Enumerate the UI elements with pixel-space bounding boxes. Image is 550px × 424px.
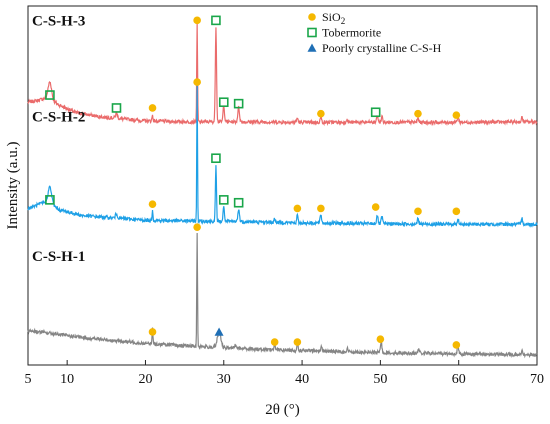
peak-markers — [45, 15, 461, 349]
tobermorite-marker — [111, 103, 122, 113]
tobermorite-marker — [45, 195, 55, 205]
series-lines — [27, 22, 538, 359]
series-label-3: C-S-H-1 — [32, 249, 85, 265]
legend-marker-triangle — [307, 43, 317, 52]
legend-marker-square — [307, 27, 317, 38]
sio2-marker — [148, 328, 157, 336]
legend-label-subscript: 2 — [341, 16, 346, 26]
tobermorite-marker — [218, 97, 229, 108]
tobermorite-marker — [218, 195, 229, 205]
sio2-marker — [193, 16, 201, 25]
tobermorite-marker — [370, 107, 381, 118]
tobermorite-marker — [211, 15, 221, 26]
x-tick-label: 30 — [217, 372, 231, 387]
sio2-marker — [414, 207, 422, 216]
sio2-marker — [270, 338, 279, 346]
sio2-marker — [414, 109, 422, 118]
tobermorite-marker — [233, 197, 244, 208]
sio2-marker — [371, 203, 380, 211]
csh-marker — [214, 327, 224, 336]
tobermorite-marker — [233, 98, 244, 109]
x-tick-label: 40 — [295, 372, 309, 387]
series-line-1 — [27, 22, 538, 127]
x-tick-label: 60 — [452, 372, 466, 387]
x-tick-label: 20 — [138, 372, 152, 387]
legend-marker-circle — [308, 13, 316, 21]
x-axis-title: 2θ (°) — [265, 402, 299, 418]
sio2-marker — [317, 109, 325, 118]
series-line-3 — [27, 232, 538, 359]
series-label-1: C-S-H-3 — [32, 13, 85, 29]
series-line-2 — [27, 84, 538, 229]
x-tick-label: 10 — [60, 372, 74, 387]
x-tick-label: 70 — [530, 372, 544, 387]
sio2-marker — [293, 204, 302, 213]
x-tick-label: 5 — [25, 372, 32, 387]
y-axis-title: Intensity (a.u.) — [5, 142, 21, 230]
sio2-marker — [193, 78, 201, 86]
tobermorite-marker — [211, 153, 221, 164]
legend-label-1: SiO2 — [322, 10, 345, 26]
series-label-2: C-S-H-2 — [32, 110, 85, 126]
legend-label-2: Tobermorite — [322, 26, 381, 40]
x-axis: 5 10 20 30 40 50 60 70 — [25, 360, 544, 387]
series-labels: C-S-H-3 C-S-H-2 C-S-H-1 — [32, 13, 85, 265]
tobermorite-marker — [45, 90, 55, 100]
sio2-marker — [452, 111, 461, 119]
sio2-marker — [452, 341, 461, 349]
sio2-marker — [193, 223, 201, 231]
plot-area — [27, 5, 538, 366]
sio2-marker — [293, 338, 302, 346]
x-tick-label: 50 — [373, 372, 387, 387]
sio2-marker — [317, 204, 325, 213]
sio2-marker — [452, 207, 461, 216]
legend-label-3: Poorly crystalline C-S-H — [322, 41, 442, 55]
sio2-marker — [148, 200, 157, 208]
plot-frame — [27, 5, 538, 366]
sio2-marker — [376, 335, 385, 343]
sio2-marker — [148, 104, 157, 112]
